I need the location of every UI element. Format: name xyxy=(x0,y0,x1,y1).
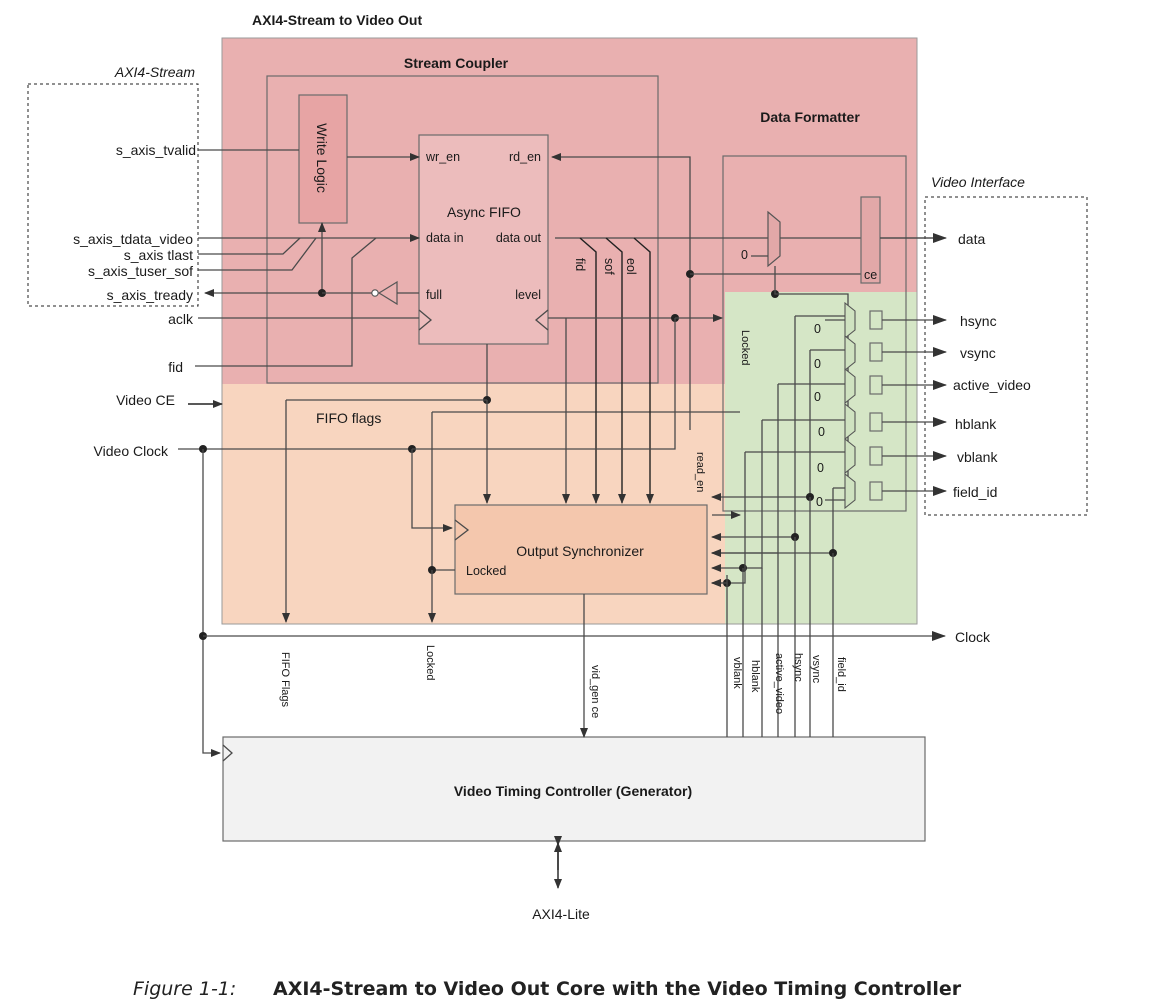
output-vblank: vblank xyxy=(957,449,998,465)
fifo-port-rd-en: rd_en xyxy=(509,150,541,164)
mux-zero-field-id: 0 xyxy=(816,495,823,509)
input-s-axis-tuser-sof: s_axis_tuser_sof xyxy=(88,263,193,279)
output-vsync: vsync xyxy=(960,345,996,361)
video-interface-group-label: Video Interface xyxy=(931,174,1025,190)
data-formatter-label: Data Formatter xyxy=(760,109,860,125)
input-aclk: aclk xyxy=(168,311,194,327)
output-active-video: active_video xyxy=(953,377,1031,393)
mux-zero-hsync: 0 xyxy=(814,322,821,336)
output-hblank: hblank xyxy=(955,416,997,432)
mux-zero-vblank: 0 xyxy=(817,461,824,475)
axi4-stream-group xyxy=(27,83,199,307)
data-output-register xyxy=(860,196,881,284)
figure-caption-text: AXI4-Stream to Video Out Core with the V… xyxy=(273,978,962,1000)
mux-zero-vsync: 0 xyxy=(814,357,821,371)
fifo-flags-label: FIFO flags xyxy=(316,410,381,426)
stream-coupler-label: Stream Coupler xyxy=(404,55,509,71)
vtc-output-field-id: field_id xyxy=(835,657,847,692)
output-clock: Clock xyxy=(955,629,991,645)
formatter-locked-label: Locked xyxy=(739,330,751,365)
mux-zero-data: 0 xyxy=(741,248,748,262)
register-ce-label: ce xyxy=(864,268,877,282)
output-synchronizer-label: Output Synchronizer xyxy=(516,543,644,559)
core-outline xyxy=(221,37,918,625)
stream-coupler-box xyxy=(266,75,659,384)
output-field-id: field_id xyxy=(953,484,997,500)
async-fifo-block xyxy=(418,134,549,345)
mux-zero-hblank: 0 xyxy=(818,425,825,439)
fifo-port-level: level xyxy=(515,288,541,302)
fifo-port-data-out: data out xyxy=(496,231,542,245)
core-title: AXI4-Stream to Video Out xyxy=(252,12,422,28)
input-fid: fid xyxy=(168,359,183,375)
timing-output-channels: 0 hsync 0 vsync 0 active_video 0 hblank … xyxy=(814,301,1031,510)
output-synchronizer-block xyxy=(454,504,708,595)
figure-caption-number: Figure 1-1: xyxy=(133,978,236,1000)
output-sync-locked-port: Locked xyxy=(466,564,506,578)
write-logic-label: Write Logic xyxy=(314,123,330,193)
async-fifo-label: Async FIFO xyxy=(447,204,521,220)
read-en-label: read_en xyxy=(694,452,706,492)
vtc-input-locked: Locked xyxy=(424,645,436,680)
input-s-axis-tdata-video: s_axis_tdata_video xyxy=(73,231,193,247)
video-timing-controller-block xyxy=(222,736,926,842)
video-interface-group xyxy=(924,196,1088,516)
input-s-axis-tlast: s_axis tlast xyxy=(124,247,193,263)
vtc-output-hsync: hsync xyxy=(792,653,804,682)
vtc-output-hblank: hblank xyxy=(749,660,761,693)
video-timing-controller-label: Video Timing Controller (Generator) xyxy=(454,783,692,799)
input-video-ce: Video CE xyxy=(116,392,175,408)
output-s-axis-tready: s_axis_tready xyxy=(107,287,193,303)
axi4-stream-group-label: AXI4-Stream xyxy=(114,64,195,80)
fifo-port-full: full xyxy=(426,288,442,302)
formatter-green-region xyxy=(725,292,917,624)
axi4-lite-label: AXI4-Lite xyxy=(532,906,590,922)
vtc-output-vblank: vblank xyxy=(731,657,743,689)
input-video-clock: Video Clock xyxy=(94,443,169,459)
input-s-axis-tvalid: s_axis_tvalid xyxy=(116,142,196,158)
vtc-input-vid-gen-ce: vid_gen ce xyxy=(589,665,601,718)
vtc-input-fifo-flags: FIFO Flags xyxy=(279,652,291,708)
fifo-output-fid: fid xyxy=(573,258,587,271)
fifo-port-wr-en: wr_en xyxy=(425,150,460,164)
fifo-port-data-in: data in xyxy=(426,231,464,245)
output-hsync: hsync xyxy=(960,313,997,329)
output-data: data xyxy=(958,231,985,247)
vtc-output-vsync: vsync xyxy=(810,655,822,684)
write-logic-block xyxy=(298,94,348,224)
data-formatter-box xyxy=(722,155,907,512)
fifo-output-sof: sof xyxy=(602,258,616,275)
mux-zero-active-video: 0 xyxy=(814,390,821,404)
vtc-output-active-video: active_video xyxy=(773,653,785,714)
fifo-output-eol: eol xyxy=(624,258,638,275)
